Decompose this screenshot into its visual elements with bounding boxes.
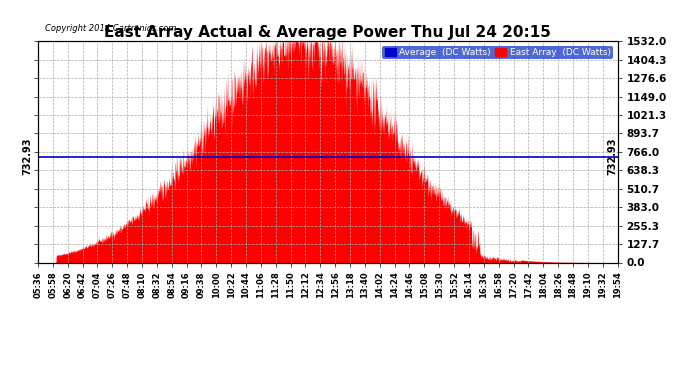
Text: 732.93: 732.93 bbox=[22, 138, 32, 176]
Legend: Average  (DC Watts), East Array  (DC Watts): Average (DC Watts), East Array (DC Watts… bbox=[382, 46, 613, 59]
Title: East Array Actual & Average Power Thu Jul 24 20:15: East Array Actual & Average Power Thu Ju… bbox=[104, 25, 551, 40]
Text: 732.93: 732.93 bbox=[608, 138, 618, 176]
Text: Copyright 2014 Cartronics.com: Copyright 2014 Cartronics.com bbox=[45, 24, 176, 33]
